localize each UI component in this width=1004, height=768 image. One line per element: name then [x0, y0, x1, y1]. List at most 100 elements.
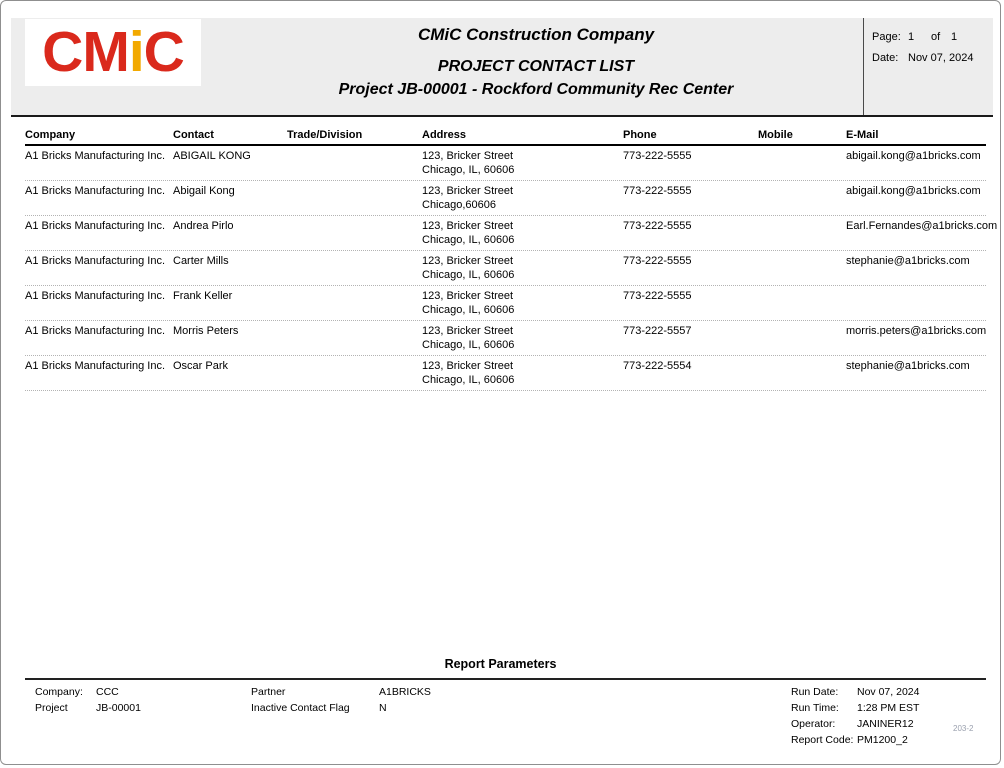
- cell-company: A1 Bricks Manufacturing Inc.: [25, 360, 166, 372]
- cell-trade: [287, 220, 422, 247]
- cell-address: 123, Bricker Street Chicago,60606: [422, 185, 623, 212]
- param-value: JANINER12: [857, 718, 914, 730]
- cell-mobile: [758, 255, 846, 282]
- cell-email: stephanie@a1bricks.com: [846, 360, 970, 372]
- table-row: A1 Bricks Manufacturing Inc. Morris Pete…: [25, 321, 986, 356]
- cell-email: abigail.kong@a1bricks.com: [846, 185, 981, 197]
- footer-params-middle: Partner A1BRICKS Inactive Contact Flag N: [251, 684, 431, 716]
- param-value: A1BRICKS: [379, 686, 431, 698]
- cell-phone: 773-222-5555: [623, 150, 692, 162]
- address-line-2: Chicago, IL, 60606: [422, 303, 515, 316]
- cell-company: A1 Bricks Manufacturing Inc.: [25, 255, 166, 267]
- address-line-2: Chicago, IL, 60606: [422, 233, 515, 246]
- cell-contact: Abigail Kong: [173, 185, 235, 197]
- cmic-logo-text: CMiC: [42, 20, 185, 84]
- cell-contact: Frank Keller: [173, 290, 233, 302]
- footer-params-right: Run Date: Nov 07, 2024 Run Time: 1:28 PM E…: [791, 684, 919, 748]
- address-line-1: 123, Bricker Street: [422, 325, 514, 337]
- cell-address: 123, Bricker Street Chicago, IL, 60606: [422, 220, 623, 247]
- report-parameters-title: Report Parameters: [444, 657, 557, 671]
- table-row: A1 Bricks Manufacturing Inc. Abigail Kon…: [25, 181, 986, 216]
- cell-company: A1 Bricks Manufacturing Inc.: [25, 325, 166, 337]
- table-row: A1 Bricks Manufacturing Inc. ABIGAIL KON…: [25, 146, 986, 181]
- cell-mobile: [758, 360, 846, 387]
- address-line-1: 123, Bricker Street: [422, 220, 514, 232]
- table-header-row: Company Contact Trade/Division Address P…: [25, 129, 986, 146]
- cell-phone: 773-222-5557: [623, 325, 692, 337]
- cell-email: Earl.Fernandes@a1bricks.com: [846, 220, 998, 232]
- col-header-contact: Contact: [173, 129, 214, 141]
- address-line-2: Chicago, IL, 60606: [422, 373, 515, 386]
- address-line-2: Chicago, IL, 60606: [422, 268, 515, 281]
- company-title: CMiC Construction Company: [417, 25, 655, 44]
- param-label: Run Date:: [791, 686, 839, 698]
- param-label: Company:: [35, 686, 83, 698]
- col-header-company: Company: [25, 129, 76, 141]
- address-line-2: Chicago,60606: [422, 198, 497, 211]
- cell-company: A1 Bricks Manufacturing Inc.: [25, 150, 166, 162]
- address-line-1: 123, Bricker Street: [422, 290, 514, 302]
- param-value: CCC: [96, 686, 119, 698]
- param-value: N: [379, 702, 387, 714]
- company-logo: CMiC: [25, 19, 201, 86]
- contact-table: Company Contact Trade/Division Address P…: [25, 129, 997, 391]
- cell-phone: 773-222-5555: [623, 220, 692, 232]
- cell-mobile: [758, 325, 846, 352]
- cell-company: A1 Bricks Manufacturing Inc.: [25, 185, 166, 197]
- report-title: PROJECT CONTACT LIST: [437, 58, 635, 75]
- cell-trade: [287, 185, 422, 212]
- param-label: Operator:: [791, 718, 836, 730]
- cell-phone: 773-222-5554: [623, 360, 692, 372]
- cell-email: morris.peters@a1bricks.com: [846, 325, 987, 337]
- param-run-date: Run Date: Nov 07, 2024: [791, 684, 919, 700]
- col-header-trade: Trade/Division: [287, 129, 363, 141]
- header-titles: CMiC Construction Company PROJECT CONTAC…: [211, 25, 861, 99]
- cell-mobile: [758, 150, 846, 177]
- page-number: 1: [908, 31, 915, 43]
- param-operator: Operator: JANINER12: [791, 716, 919, 732]
- cell-address: 123, Bricker Street Chicago, IL, 60606: [422, 150, 623, 177]
- address-line-1: 123, Bricker Street: [422, 150, 514, 162]
- param-report-code: Report Code: PM1200_2: [791, 732, 919, 748]
- cell-trade: [287, 325, 422, 352]
- cell-email: abigail.kong@a1bricks.com: [846, 150, 981, 162]
- cell-address: 123, Bricker Street Chicago, IL, 60606: [422, 325, 623, 352]
- date-info: Date: Nov 07, 2024: [872, 48, 993, 69]
- cell-contact: Carter Mills: [173, 255, 229, 267]
- address-line-2: Chicago, IL, 60606: [422, 338, 515, 351]
- param-label: Partner: [251, 686, 286, 698]
- date-value: Nov 07, 2024: [908, 52, 974, 64]
- param-project: Project JB-00001: [35, 700, 141, 716]
- cell-phone: 773-222-5555: [623, 290, 692, 302]
- cell-address: 123, Bricker Street Chicago, IL, 60606: [422, 255, 623, 282]
- col-header-email: E-Mail: [846, 129, 879, 141]
- col-header-mobile: Mobile: [758, 129, 793, 141]
- param-label: Run Time:: [791, 702, 839, 714]
- cell-mobile: [758, 290, 846, 317]
- cell-contact: Andrea Pirlo: [173, 220, 234, 232]
- cell-trade: [287, 150, 422, 177]
- report-header: CMiC CMiC Construction Company PROJECT C…: [11, 18, 993, 117]
- cell-trade: [287, 255, 422, 282]
- page-label: Page:: [872, 31, 901, 43]
- cell-phone: 773-222-5555: [623, 185, 692, 197]
- param-label: Inactive Contact Flag: [251, 702, 350, 714]
- param-run-time: Run Time: 1:28 PM EST: [791, 700, 919, 716]
- page-of-label: of: [931, 31, 941, 43]
- cell-mobile: [758, 220, 846, 247]
- cell-mobile: [758, 185, 846, 212]
- cell-company: A1 Bricks Manufacturing Inc.: [25, 290, 166, 302]
- address-line-1: 123, Bricker Street: [422, 185, 514, 197]
- cell-email: stephanie@a1bricks.com: [846, 255, 970, 267]
- cell-company: A1 Bricks Manufacturing Inc.: [25, 220, 166, 232]
- table-row: A1 Bricks Manufacturing Inc. Frank Kelle…: [25, 286, 986, 321]
- table-row: A1 Bricks Manufacturing Inc. Andrea Pirl…: [25, 216, 997, 251]
- project-title: Project JB-00001 - Rockford Community Re…: [338, 81, 734, 98]
- col-header-phone: Phone: [623, 129, 657, 141]
- table-row: A1 Bricks Manufacturing Inc. Oscar Park …: [25, 356, 986, 391]
- param-value: JB-00001: [96, 702, 141, 714]
- cell-address: 123, Bricker Street Chicago, IL, 60606: [422, 360, 623, 387]
- cell-phone: 773-222-5555: [623, 255, 692, 267]
- cell-contact: Oscar Park: [173, 360, 229, 372]
